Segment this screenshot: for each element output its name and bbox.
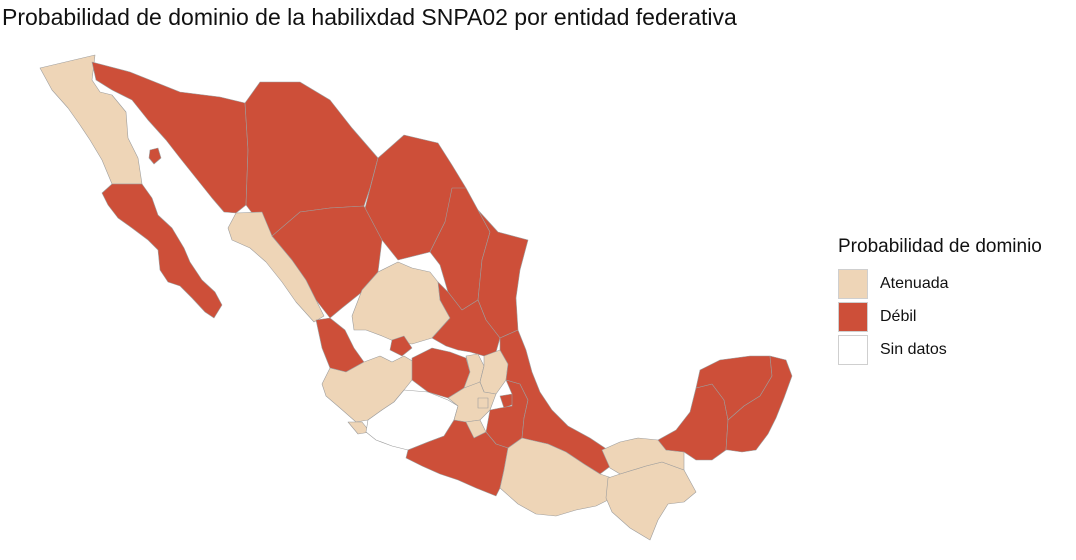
legend-title: Probabilidad de dominio: [838, 236, 1042, 257]
legend-swatch-sin-datos: [838, 334, 868, 365]
state-quintana-roo[interactable]: Quintana Roo: [725, 355, 793, 453]
legend-item-atenuada: Atenuada: [838, 267, 1042, 300]
state-oaxaca[interactable]: Oaxaca: [499, 437, 613, 517]
legend-swatch-debil: [838, 301, 868, 332]
legend-item-debil: Débil: [838, 300, 1042, 333]
state-aguascalientes[interactable]: Aguascalientes: [389, 335, 413, 357]
state-baja-california-sur[interactable]: Baja California Sur: [101, 183, 223, 319]
state-sonora-island[interactable]: [148, 147, 162, 165]
state-baja-california[interactable]: Baja California: [39, 54, 143, 185]
map-title: Probabilidad de dominio de la habilixdad…: [2, 4, 737, 30]
state-sonora[interactable]: Sonora: [91, 61, 249, 214]
legend-item-sin-datos: Sin datos: [838, 333, 1042, 366]
legend-label-atenuada: Atenuada: [880, 274, 949, 292]
map-legend: Probabilidad de dominio Atenuada Débil S…: [838, 236, 1042, 366]
legend-label-sin-datos: Sin datos: [880, 340, 947, 358]
state-ciudad-de-mexico[interactable]: Ciudad de México: [477, 397, 489, 409]
legend-label-debil: Débil: [880, 307, 917, 325]
legend-swatch-atenuada: [838, 268, 868, 299]
state-campeche[interactable]: Campeche: [657, 383, 729, 461]
